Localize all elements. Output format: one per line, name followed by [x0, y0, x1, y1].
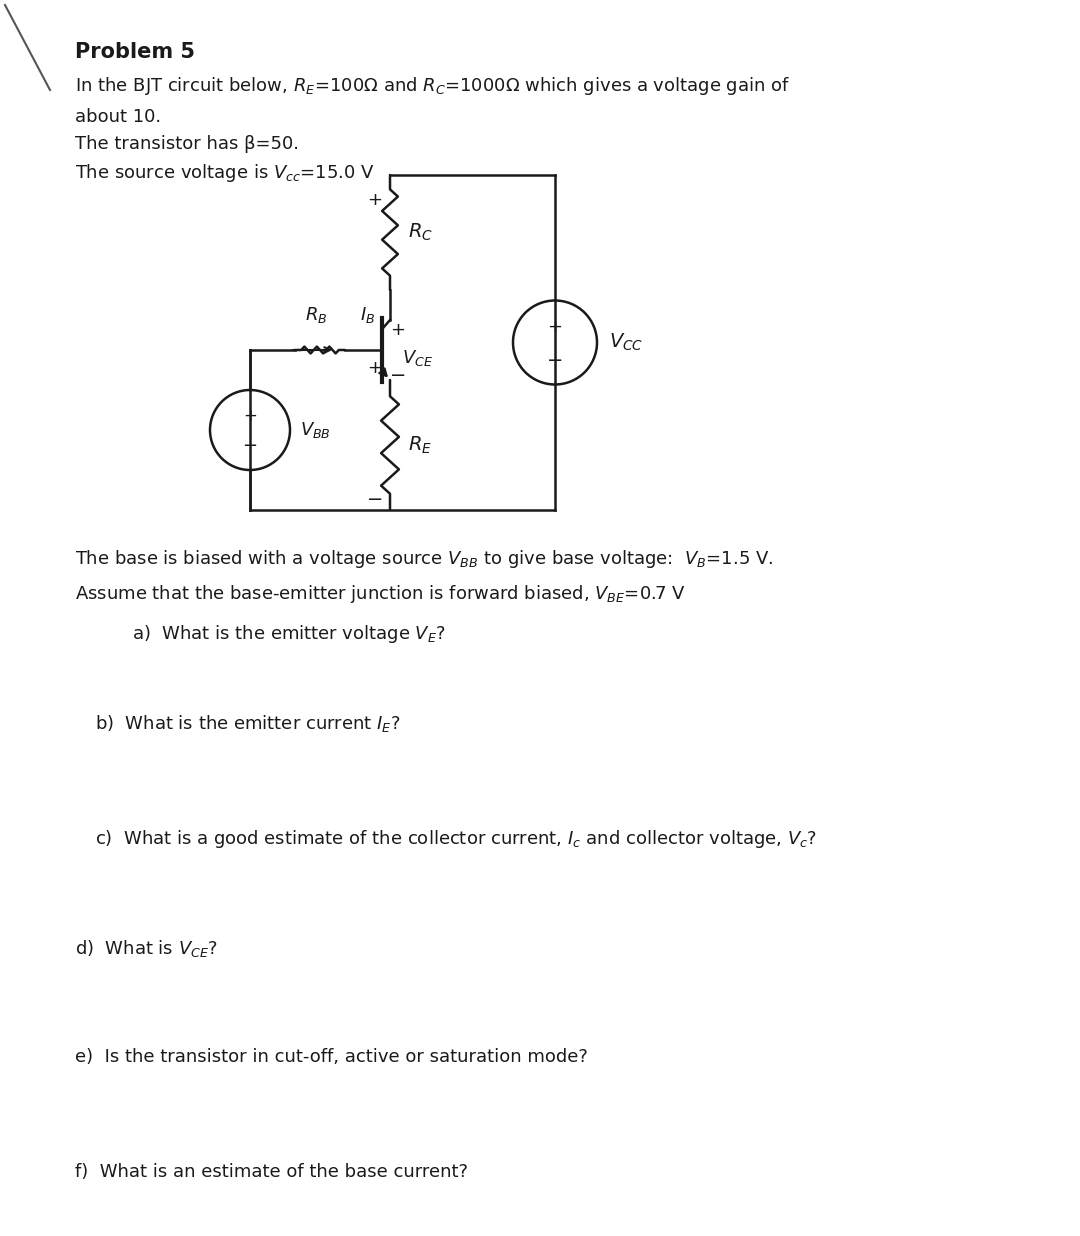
Text: $V_{CE}$: $V_{CE}$	[402, 349, 433, 368]
Text: +: +	[367, 358, 382, 377]
Text: $R_C$: $R_C$	[408, 221, 433, 243]
Text: −: −	[390, 366, 406, 384]
Text: In the BJT circuit below, $R_E$=100Ω and $R_C$=1000Ω which gives a voltage gain : In the BJT circuit below, $R_E$=100Ω and…	[75, 75, 791, 96]
Text: +: +	[391, 321, 405, 339]
Text: about 10.: about 10.	[75, 108, 161, 126]
Text: −: −	[367, 491, 383, 509]
Text: +: +	[367, 192, 382, 209]
Text: −: −	[242, 438, 257, 455]
Text: +: +	[548, 318, 563, 335]
Text: e)  Is the transistor in cut-off, active or saturation mode?: e) Is the transistor in cut-off, active …	[75, 1048, 588, 1065]
Text: d)  What is $V_{CE}$?: d) What is $V_{CE}$?	[75, 938, 218, 959]
Text: +: +	[243, 407, 257, 425]
Text: $I_B$: $I_B$	[360, 305, 375, 325]
Text: The base is biased with a voltage source $V_{BB}$ to give base voltage:  $V_B$=1: The base is biased with a voltage source…	[75, 548, 773, 570]
Text: $R_E$: $R_E$	[408, 434, 432, 456]
Text: $V_{CC}$: $V_{CC}$	[609, 331, 644, 353]
Text: The transistor has β=50.: The transistor has β=50.	[75, 135, 299, 153]
Text: c)  What is a good estimate of the collector current, $I_c$ and collector voltag: c) What is a good estimate of the collec…	[95, 828, 818, 850]
Text: The source voltage is $V_{cc}$=15.0 V: The source voltage is $V_{cc}$=15.0 V	[75, 162, 375, 184]
Text: $R_B$: $R_B$	[305, 305, 327, 325]
Text: a)  What is the emitter voltage $V_E$?: a) What is the emitter voltage $V_E$?	[114, 623, 446, 645]
Text: b)  What is the emitter current $I_E$?: b) What is the emitter current $I_E$?	[95, 713, 401, 734]
Text: Assume that the base-emitter junction is forward biased, $V_{BE}$=0.7 V: Assume that the base-emitter junction is…	[75, 583, 686, 604]
Text: Problem 5: Problem 5	[75, 42, 195, 62]
Text: $V_{BB}$: $V_{BB}$	[300, 420, 330, 440]
Text: f)  What is an estimate of the base current?: f) What is an estimate of the base curre…	[75, 1163, 468, 1182]
Text: −: −	[546, 351, 563, 370]
